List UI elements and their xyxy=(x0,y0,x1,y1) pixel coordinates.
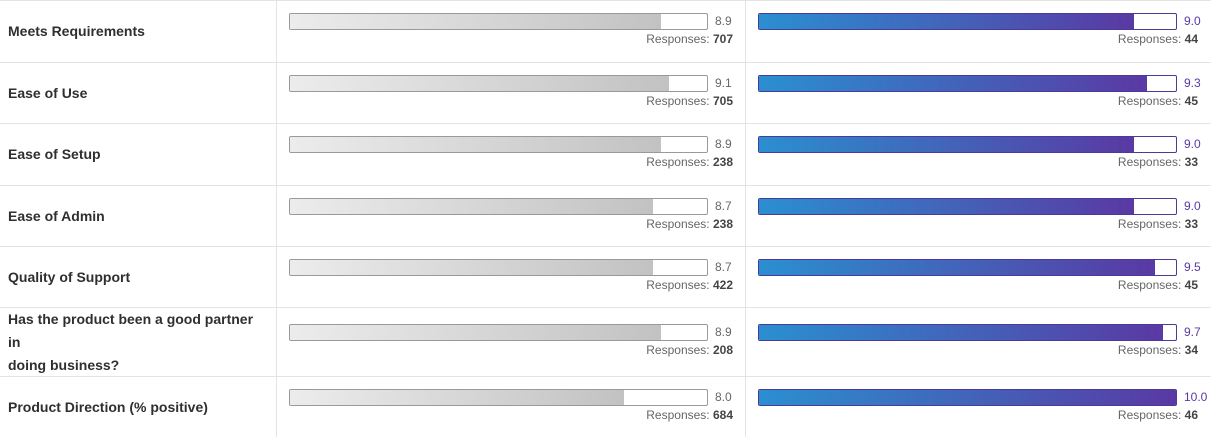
product-b-responses: Responses: 34 xyxy=(1117,343,1198,357)
product-a-score: 9.1 Responses: 705 xyxy=(277,63,746,123)
table-row: Quality of Support 8.7 Responses: 422 9.… xyxy=(0,247,1211,308)
product-b-score: 9.7 Responses: 34 xyxy=(746,308,1211,376)
product-b-bar xyxy=(758,136,1177,153)
product-b-score: 9.3 Responses: 45 xyxy=(746,63,1211,123)
product-a-score: 8.9 Responses: 707 xyxy=(277,1,746,62)
product-b-bar-fill xyxy=(759,325,1164,340)
product-b-score: 9.0 Responses: 44 xyxy=(746,1,1211,62)
product-a-responses: Responses: 705 xyxy=(646,94,733,108)
product-b-responses: Responses: 33 xyxy=(1117,155,1198,169)
product-b-responses: Responses: 44 xyxy=(1117,32,1198,46)
row-label: Ease of Use xyxy=(0,63,277,123)
product-a-bar xyxy=(289,75,708,92)
table-row: Meets Requirements 8.9 Responses: 707 9.… xyxy=(0,1,1211,63)
product-a-score-value: 8.7 xyxy=(715,199,732,213)
product-a-score-value: 8.9 xyxy=(715,14,732,28)
product-b-responses: Responses: 45 xyxy=(1117,278,1198,292)
product-a-bar xyxy=(289,136,708,153)
product-a-score-value: 9.1 xyxy=(715,76,732,90)
product-a-score-value: 8.9 xyxy=(715,137,732,151)
product-b-score-value: 9.0 xyxy=(1184,14,1201,28)
product-b-bar-fill xyxy=(759,137,1135,152)
product-a-bar xyxy=(289,198,708,215)
product-b-score-value: 9.5 xyxy=(1184,260,1201,274)
product-b-score-value: 9.7 xyxy=(1184,325,1201,339)
row-label: Meets Requirements xyxy=(0,1,277,62)
product-a-responses: Responses: 422 xyxy=(646,278,733,292)
product-b-score-value: 9.3 xyxy=(1184,76,1201,90)
row-label: Ease of Setup xyxy=(0,124,277,185)
product-b-responses: Responses: 33 xyxy=(1117,217,1198,231)
product-a-bar-fill xyxy=(290,199,653,214)
product-b-responses: Responses: 46 xyxy=(1117,408,1198,422)
product-b-bar xyxy=(758,198,1177,215)
product-a-bar-fill xyxy=(290,14,662,29)
row-label: Quality of Support xyxy=(0,247,277,307)
product-b-bar-fill xyxy=(759,76,1147,91)
product-a-bar-fill xyxy=(290,390,624,405)
product-a-score: 8.9 Responses: 238 xyxy=(277,124,746,185)
product-a-score: 8.7 Responses: 238 xyxy=(277,186,746,246)
product-a-responses: Responses: 238 xyxy=(646,155,733,169)
table-row: Has the product been a good partner in d… xyxy=(0,308,1211,377)
product-b-score-value: 10.0 xyxy=(1184,390,1208,404)
product-a-bar-fill xyxy=(290,76,670,91)
row-label: Product Direction (% positive) xyxy=(0,377,277,437)
product-b-score: 9.5 Responses: 45 xyxy=(746,247,1211,307)
product-a-score: 8.0 Responses: 684 xyxy=(277,377,746,437)
product-b-score: 10.0 Responses: 46 xyxy=(746,377,1211,437)
product-b-bar xyxy=(758,324,1177,341)
product-b-bar xyxy=(758,259,1177,276)
product-b-bar xyxy=(758,389,1177,406)
product-b-score: 9.0 Responses: 33 xyxy=(746,186,1211,246)
table-row: Ease of Setup 8.9 Responses: 238 9.0 Res… xyxy=(0,124,1211,186)
product-a-score: 8.9 Responses: 208 xyxy=(277,308,746,376)
product-b-score-value: 9.0 xyxy=(1184,199,1201,213)
product-a-bar-fill xyxy=(290,137,662,152)
product-a-bar xyxy=(289,259,708,276)
product-a-responses: Responses: 684 xyxy=(646,408,733,422)
row-label: Ease of Admin xyxy=(0,186,277,246)
product-b-score-value: 9.0 xyxy=(1184,137,1201,151)
product-a-bar xyxy=(289,389,708,406)
product-b-bar-fill xyxy=(759,14,1135,29)
product-a-bar-fill xyxy=(290,325,662,340)
product-a-score-value: 8.9 xyxy=(715,325,732,339)
product-a-score-value: 8.0 xyxy=(715,390,732,404)
product-a-bar xyxy=(289,324,708,341)
product-b-bar-fill xyxy=(759,390,1176,405)
product-b-responses: Responses: 45 xyxy=(1117,94,1198,108)
product-b-score: 9.0 Responses: 33 xyxy=(746,124,1211,185)
product-a-responses: Responses: 707 xyxy=(646,32,733,46)
row-label: Has the product been a good partner in d… xyxy=(0,308,277,376)
product-a-bar-fill xyxy=(290,260,653,275)
table-row: Ease of Admin 8.7 Responses: 238 9.0 Res… xyxy=(0,186,1211,247)
product-a-score: 8.7 Responses: 422 xyxy=(277,247,746,307)
table-row: Product Direction (% positive) 8.0 Respo… xyxy=(0,377,1211,437)
product-a-responses: Responses: 208 xyxy=(646,343,733,357)
product-b-bar xyxy=(758,13,1177,30)
product-b-bar-fill xyxy=(759,199,1135,214)
table-row: Ease of Use 9.1 Responses: 705 9.3 Respo… xyxy=(0,63,1211,124)
product-b-bar xyxy=(758,75,1177,92)
product-b-bar-fill xyxy=(759,260,1156,275)
product-a-responses: Responses: 238 xyxy=(646,217,733,231)
product-a-bar xyxy=(289,13,708,30)
product-a-score-value: 8.7 xyxy=(715,260,732,274)
